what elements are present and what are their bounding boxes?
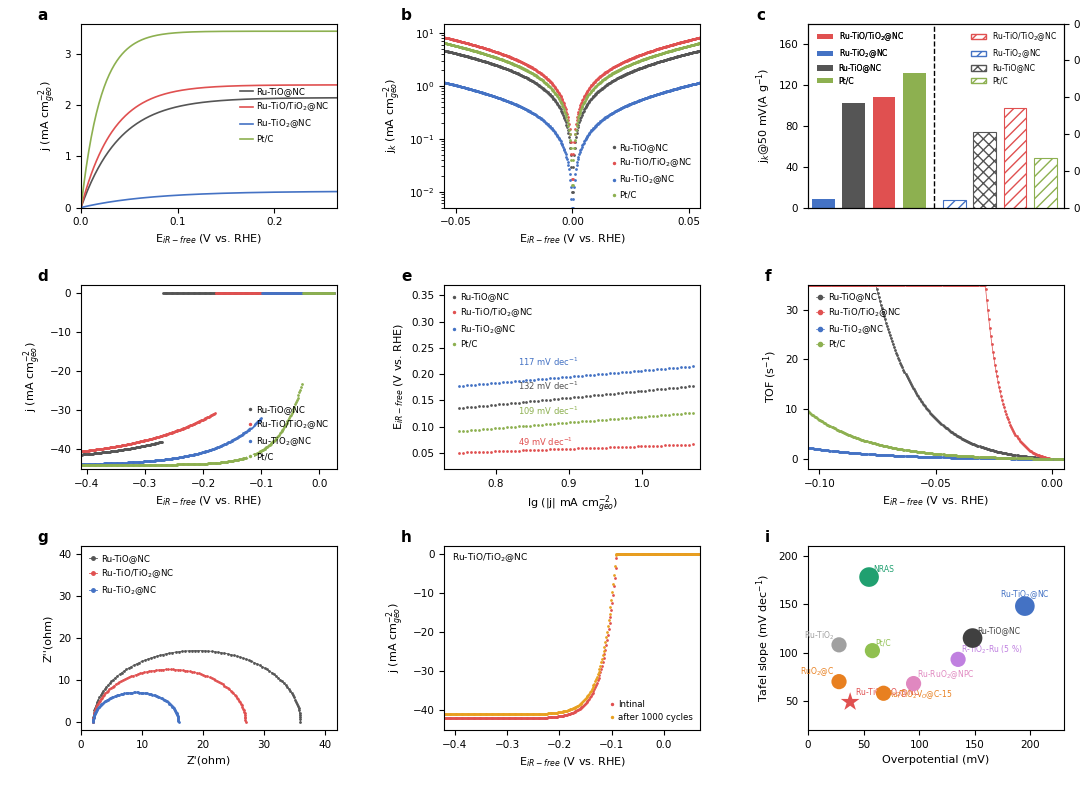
after 1000 cycles	[671, 550, 684, 559]
X-axis label: Overpotential (mV): Overpotential (mV)	[882, 755, 989, 765]
Text: a: a	[38, 8, 48, 23]
X-axis label: E$_{iR-free}$ (V vs. RHE): E$_{iR-free}$ (V vs. RHE)	[882, 494, 989, 508]
Legend: Intinal, after 1000 cycles: Intinal, after 1000 cycles	[607, 696, 697, 726]
Text: R-TiO$_2$-Ru (5 %): R-TiO$_2$-Ru (5 %)	[961, 644, 1023, 656]
Point	[1016, 600, 1034, 612]
Legend: Ru-TiO@NC, Ru-TiO/TiO$_2$@NC, Ru-TiO$_2$@NC, Pt/C: Ru-TiO@NC, Ru-TiO/TiO$_2$@NC, Ru-TiO$_2$…	[448, 289, 537, 352]
Line: Intinal: Intinal	[443, 553, 702, 720]
Text: b: b	[401, 8, 411, 23]
Text: Pt/C: Pt/C	[876, 639, 891, 648]
Point	[841, 696, 859, 708]
after 1000 cycles	[438, 710, 451, 719]
Text: c: c	[757, 8, 766, 23]
Point	[949, 653, 967, 666]
Point	[861, 571, 878, 583]
Text: g: g	[38, 531, 49, 546]
Text: i: i	[765, 531, 769, 546]
Text: Ru-TiO@NC: Ru-TiO@NC	[977, 626, 1020, 635]
Intinal	[591, 678, 604, 688]
Text: 49 mV dec$^{-1}$: 49 mV dec$^{-1}$	[517, 436, 572, 448]
Text: Ru-TiO/TiO$_2$@NC: Ru-TiO/TiO$_2$@NC	[453, 552, 528, 564]
X-axis label: E$_{iR-free}$ (V vs. RHE): E$_{iR-free}$ (V vs. RHE)	[156, 494, 262, 508]
after 1000 cycles	[591, 672, 604, 681]
X-axis label: E$_{iR-free}$ (V vs. RHE): E$_{iR-free}$ (V vs. RHE)	[156, 233, 262, 246]
Point	[864, 644, 881, 657]
Y-axis label: j (mA cm$^{-2}_{geo}$): j (mA cm$^{-2}_{geo}$)	[386, 603, 407, 674]
Legend: Ru-TiO@NC, Ru-TiO/TiO$_2$@NC, Ru-TiO$_2$@NC, Pt/C: Ru-TiO@NC, Ru-TiO/TiO$_2$@NC, Ru-TiO$_2$…	[237, 84, 333, 148]
Point	[905, 677, 922, 690]
Text: Ru-RuO$_2$@NPC: Ru-RuO$_2$@NPC	[917, 668, 974, 681]
Text: NRAS: NRAS	[874, 565, 894, 574]
Y-axis label: j$_k$@50 mV(A g$^{-1}$): j$_k$@50 mV(A g$^{-1}$)	[754, 68, 773, 163]
Bar	[842, 104, 865, 207]
Intinal	[611, 550, 624, 559]
Bar	[1034, 158, 1057, 207]
Point	[831, 675, 848, 688]
Intinal	[590, 681, 603, 690]
Y-axis label: j$_k$ (mA cm$^{-2}_{geo}$): j$_k$ (mA cm$^{-2}_{geo}$)	[381, 78, 404, 153]
Point	[875, 687, 892, 699]
Bar	[812, 199, 835, 207]
Text: Ru-TiO$_2$@NC: Ru-TiO$_2$@NC	[1000, 589, 1050, 601]
Y-axis label: E$_{iR-free}$ (V vs. RHE): E$_{iR-free}$ (V vs. RHE)	[392, 323, 406, 430]
Intinal	[654, 550, 667, 559]
Text: h: h	[401, 531, 411, 546]
Legend: Ru-TiO/TiO$_2$@NC, Ru-TiO$_2$@NC, Ru-TiO@NC, Pt/C: Ru-TiO/TiO$_2$@NC, Ru-TiO$_2$@NC, Ru-TiO…	[814, 27, 907, 89]
Line: after 1000 cycles: after 1000 cycles	[443, 553, 702, 716]
Text: 132 mV dec$^{-1}$: 132 mV dec$^{-1}$	[517, 379, 578, 392]
after 1000 cycles	[595, 658, 608, 667]
Point	[964, 632, 982, 644]
Text: f: f	[765, 269, 771, 284]
X-axis label: E$_{iR-free}$ (V vs. RHE): E$_{iR-free}$ (V vs. RHE)	[518, 233, 626, 246]
Y-axis label: j (mA cm$^{-2}_{geo}$): j (mA cm$^{-2}_{geo}$)	[22, 341, 44, 412]
Intinal	[693, 550, 706, 559]
X-axis label: E$_{iR-free}$ (V vs. RHE): E$_{iR-free}$ (V vs. RHE)	[518, 755, 626, 769]
Text: Ru-TiO/TiO$_2$@NC: Ru-TiO/TiO$_2$@NC	[854, 686, 919, 699]
Text: Ru/TiO$_2$V$_O$@C-15: Ru/TiO$_2$V$_O$@C-15	[887, 688, 953, 701]
Legend: Ru-TiO/TiO$_2$@NC, Ru-TiO$_2$@NC, Ru-TiO@NC, Pt/C: Ru-TiO/TiO$_2$@NC, Ru-TiO$_2$@NC, Ru-TiO…	[968, 27, 1059, 89]
Legend: Ru-TiO@NC, Ru-TiO/TiO$_2$@NC, Ru-TiO$_2$@NC, Pt/C: Ru-TiO@NC, Ru-TiO/TiO$_2$@NC, Ru-TiO$_2$…	[608, 140, 697, 203]
Bar	[943, 200, 966, 207]
Y-axis label: TOF (s$^{-1}$): TOF (s$^{-1}$)	[761, 350, 780, 403]
X-axis label: lg (|j| mA cm$^{-2}_{geo}$): lg (|j| mA cm$^{-2}_{geo}$)	[527, 494, 618, 517]
after 1000 cycles	[654, 550, 667, 559]
Text: e: e	[401, 269, 411, 284]
Text: RuO$_2$@C: RuO$_2$@C	[800, 665, 835, 677]
Y-axis label: Z''(ohm): Z''(ohm)	[42, 615, 53, 662]
Bar	[903, 73, 926, 207]
Legend: Ru-TiO@NC, Ru-TiO/TiO$_2$@NC, Ru-TiO$_2$@NC, Pt/C: Ru-TiO@NC, Ru-TiO/TiO$_2$@NC, Ru-TiO$_2$…	[812, 289, 904, 352]
Text: 117 mV dec$^{-1}$: 117 mV dec$^{-1}$	[517, 356, 578, 368]
Y-axis label: j (mA cm$^{-2}_{geo}$): j (mA cm$^{-2}_{geo}$)	[37, 80, 59, 151]
Point	[831, 638, 848, 651]
Bar	[873, 97, 895, 207]
Legend: Ru-TiO@NC, Ru-TiO/TiO$_2$@NC, Ru-TiO$_2$@NC: Ru-TiO@NC, Ru-TiO/TiO$_2$@NC, Ru-TiO$_2$…	[85, 550, 177, 601]
Legend: Ru-TiO@NC, Ru-TiO/TiO$_2$@NC, Ru-TiO$_2$@NC, Pt/C: Ru-TiO@NC, Ru-TiO/TiO$_2$@NC, Ru-TiO$_2$…	[245, 401, 333, 465]
Y-axis label: Tafel slope (mV dec$^{-1}$): Tafel slope (mV dec$^{-1}$)	[754, 574, 773, 702]
after 1000 cycles	[610, 550, 623, 559]
after 1000 cycles	[438, 710, 451, 719]
Text: d: d	[38, 269, 49, 284]
Bar	[973, 132, 996, 207]
Bar	[1003, 108, 1026, 207]
after 1000 cycles	[590, 674, 603, 684]
Intinal	[438, 714, 451, 723]
Intinal	[438, 714, 451, 723]
Text: 109 mV dec$^{-1}$: 109 mV dec$^{-1}$	[517, 405, 578, 417]
Text: Ru-TiO$_2$: Ru-TiO$_2$	[804, 630, 835, 642]
Intinal	[595, 664, 608, 674]
X-axis label: Z'(ohm): Z'(ohm)	[187, 755, 231, 765]
after 1000 cycles	[693, 550, 706, 559]
Intinal	[671, 550, 684, 559]
